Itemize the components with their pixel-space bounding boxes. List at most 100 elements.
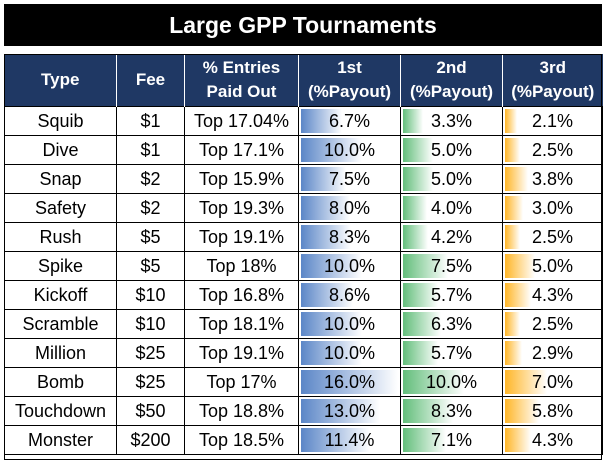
data-label: 11.4% (324, 429, 375, 450)
table-row: Safety $2 Top 19.3% 8.0% 4.0% 3.0% (4, 193, 603, 223)
data-label: 6.3% (430, 313, 473, 334)
data-label: 4.3% (531, 284, 574, 305)
data-bar (301, 283, 354, 307)
table-row: Squib $1 Top 17.04% 6.7% 3.3% 2.1% (4, 106, 603, 136)
data-bar (505, 283, 531, 307)
paid-out-cell: Top 18.8% (184, 396, 299, 426)
data-label: 5.0% (430, 168, 473, 189)
second-payout-cell: 6.3% (400, 309, 503, 339)
paid-out-cell: Top 15.9% (184, 164, 299, 194)
data-label: 6.7% (328, 110, 371, 131)
paid-out-cell: Top 19.1% (184, 338, 299, 368)
third-payout-cell: 5.8% (502, 396, 603, 426)
second-payout-cell: 3.3% (400, 106, 503, 136)
first-payout-cell: 10.0% (298, 309, 401, 339)
data-label: 8.6% (328, 284, 371, 305)
data-label: 3.8% (531, 168, 574, 189)
data-label: 2.5% (531, 226, 574, 247)
type-cell: Monster (4, 425, 117, 455)
data-bar (301, 196, 350, 220)
data-bar (505, 167, 528, 191)
data-bar (301, 167, 347, 191)
third-payout-cell: 2.9% (502, 338, 603, 368)
second-payout-cell: 5.0% (400, 135, 503, 165)
third-payout-cell: 2.5% (502, 135, 603, 165)
table-row: Scramble $10 Top 18.1% 10.0% 6.3% 2.5% (4, 309, 603, 339)
third-payout-cell: 2.5% (502, 309, 603, 339)
data-label: 16.0% (323, 371, 376, 392)
data-bar (403, 109, 423, 133)
data-label: 4.3% (531, 429, 574, 450)
data-label: 10.0% (323, 139, 376, 160)
fee-cell: $25 (116, 367, 185, 397)
fee-cell: $1 (116, 135, 185, 165)
fee-cell: $2 (116, 193, 185, 223)
type-cell: Spike (4, 251, 117, 281)
header-fee: Fee (116, 54, 185, 107)
data-bar (505, 196, 523, 220)
type-cell: Bomb (4, 367, 117, 397)
data-bar (403, 196, 428, 220)
data-label: 2.5% (531, 313, 574, 334)
data-bar (301, 399, 380, 423)
third-payout-cell: 3.8% (502, 164, 603, 194)
data-bar (505, 138, 520, 162)
first-payout-cell: 13.0% (298, 396, 401, 426)
fee-cell: $1 (116, 106, 185, 136)
second-payout-cell: 5.7% (400, 280, 503, 310)
data-bar (505, 109, 518, 133)
table-row: Snap $2 Top 15.9% 7.5% 5.0% 3.8% (4, 164, 603, 194)
data-label: 10.0% (425, 371, 478, 392)
type-cell: Rush (4, 222, 117, 252)
third-payout-cell: 2.5% (502, 222, 603, 252)
table-row: Rush $5 Top 19.1% 8.3% 4.2% 2.5% (4, 222, 603, 252)
header-second: 2nd (%Payout) (400, 54, 503, 107)
third-payout-cell: 3.0% (502, 193, 603, 223)
second-payout-cell: 8.3% (400, 396, 503, 426)
first-payout-cell: 8.3% (298, 222, 401, 252)
data-label: 5.7% (430, 342, 473, 363)
third-payout-cell: 2.1% (502, 106, 603, 136)
paid-out-cell: Top 18% (184, 251, 299, 281)
table-body: Squib $1 Top 17.04% 6.7% 3.3% 2.1% Dive $1 Top 1… (4, 106, 603, 455)
fee-cell: $2 (116, 164, 185, 194)
data-bar (301, 138, 362, 162)
type-cell: Squib (4, 106, 117, 136)
table-row: Bomb $25 Top 17% 16.0% 10.0% 7.0% (4, 367, 603, 397)
data-bar (403, 254, 449, 278)
type-cell: Safety (4, 193, 117, 223)
fee-cell: $200 (116, 425, 185, 455)
data-bar (505, 428, 531, 452)
first-payout-cell: 8.0% (298, 193, 401, 223)
data-bar (505, 341, 523, 365)
data-label: 10.0% (323, 255, 376, 276)
data-label: 4.2% (430, 226, 473, 247)
data-label: 3.3% (430, 110, 473, 131)
header-row: Type Fee % Entries Paid Out 1st (%Payout) … (4, 54, 603, 107)
data-label: 5.0% (430, 139, 473, 160)
table-row: Touchdown $50 Top 18.8% 13.0% 8.3% 5.8% (4, 396, 603, 426)
data-label: 7.1% (430, 429, 473, 450)
paid-out-cell: Top 17.04% (184, 106, 299, 136)
header-first: 1st (%Payout) (298, 54, 401, 107)
header-third: 3rd (%Payout) (502, 54, 603, 107)
first-payout-cell: 16.0% (298, 367, 401, 397)
data-label: 8.3% (328, 226, 371, 247)
data-bar (301, 370, 398, 394)
first-payout-cell: 10.0% (298, 338, 401, 368)
data-label: 3.0% (531, 197, 574, 218)
second-payout-cell: 7.1% (400, 425, 503, 455)
data-bar (505, 399, 540, 423)
gpp-table: Type Fee % Entries Paid Out 1st (%Payout) … (4, 54, 603, 455)
data-bar (505, 312, 520, 336)
header-type: Type (4, 54, 117, 107)
second-payout-cell: 5.7% (400, 338, 503, 368)
data-bar (301, 312, 362, 336)
paid-out-cell: Top 18.1% (184, 309, 299, 339)
type-cell: Scramble (4, 309, 117, 339)
data-label: 10.0% (323, 313, 376, 334)
first-payout-cell: 10.0% (298, 251, 401, 281)
data-bar (403, 428, 447, 452)
paid-out-cell: Top 19.3% (184, 193, 299, 223)
second-payout-cell: 4.2% (400, 222, 503, 252)
